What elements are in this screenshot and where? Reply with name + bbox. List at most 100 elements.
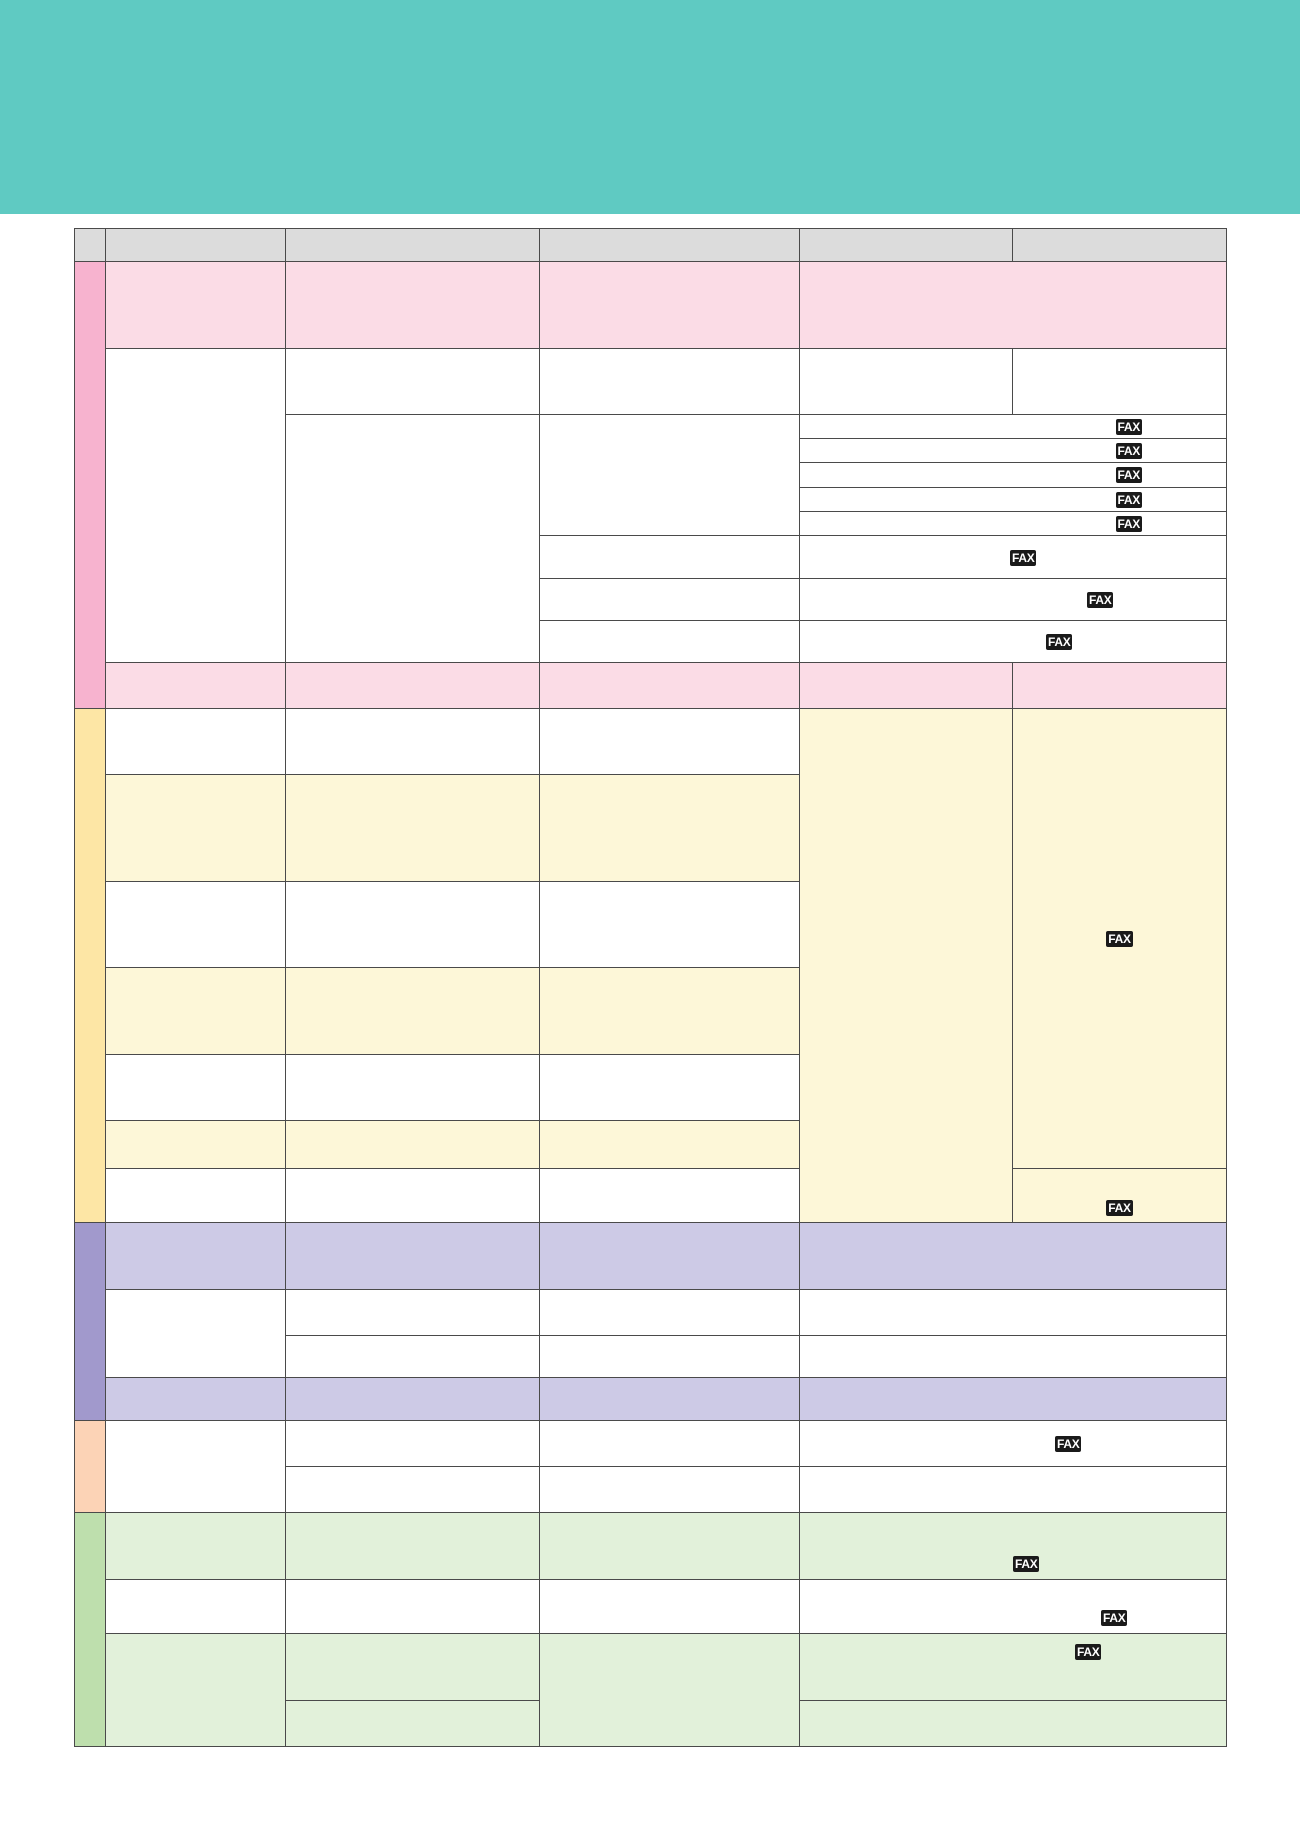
table-cell xyxy=(105,348,286,663)
table-cell xyxy=(799,261,1227,349)
table-cell xyxy=(539,708,800,775)
fax-badge-icon: FAX xyxy=(1106,930,1133,947)
table-cell xyxy=(799,348,1013,415)
fax-badge-icon: FAX xyxy=(1115,491,1142,508)
table-cell xyxy=(799,1222,1227,1290)
table-cell xyxy=(539,578,800,621)
table-cell xyxy=(539,881,800,968)
table-cell xyxy=(74,1420,106,1513)
table-cell xyxy=(285,1120,540,1169)
table-cell: FAX xyxy=(799,1579,1227,1634)
table-cell xyxy=(539,620,800,663)
table-cell xyxy=(539,414,800,536)
table-cell xyxy=(105,261,286,349)
table-cell xyxy=(74,228,106,262)
fax-badge-icon: FAX xyxy=(1101,1610,1128,1626)
fax-badge-icon: FAX xyxy=(1046,634,1073,650)
header-banner xyxy=(0,0,1300,214)
table-cell xyxy=(285,1222,540,1290)
fax-badge-icon: FAX xyxy=(1075,1644,1102,1660)
table-cell xyxy=(74,708,106,1223)
fax-badge-icon: FAX xyxy=(1106,1200,1133,1216)
table-cell xyxy=(539,1120,800,1169)
table-cell xyxy=(105,967,286,1055)
table-cell xyxy=(285,1168,540,1223)
table-cell xyxy=(539,1168,800,1223)
table-cell xyxy=(285,261,540,349)
table-cell xyxy=(105,1420,286,1513)
table-cell xyxy=(799,1335,1227,1378)
table-cell xyxy=(285,662,540,709)
table-cell xyxy=(539,228,800,262)
table-cell xyxy=(105,662,286,709)
table-cell xyxy=(74,1222,106,1421)
fax-badge-icon: FAX xyxy=(1055,1436,1082,1452)
table-cell: FAX xyxy=(799,620,1227,663)
table-cell xyxy=(285,1377,540,1421)
table-cell: FAX xyxy=(799,535,1227,579)
table-cell xyxy=(539,348,800,415)
table-cell xyxy=(105,228,286,262)
table-cell xyxy=(74,261,106,709)
table-cell xyxy=(539,1289,800,1336)
table-cell xyxy=(799,1700,1227,1747)
table-cell: FAX xyxy=(799,1420,1227,1467)
table-cell xyxy=(539,1633,800,1747)
fax-badge-icon: FAX xyxy=(1087,592,1114,608)
table-cell xyxy=(539,261,800,349)
table-cell: FAX xyxy=(799,414,1227,439)
table-cell xyxy=(105,1222,286,1290)
table-cell xyxy=(285,1335,540,1378)
table-cell xyxy=(539,774,800,882)
table-cell xyxy=(105,708,286,775)
table-cell xyxy=(285,414,540,663)
table-cell xyxy=(539,1420,800,1467)
table-cell: FAX xyxy=(799,511,1227,536)
fax-badge-icon: FAX xyxy=(1115,442,1142,459)
table-cell xyxy=(1012,662,1227,709)
table-cell xyxy=(74,1512,106,1747)
table-cell xyxy=(105,1377,286,1421)
table-cell xyxy=(285,1579,540,1634)
fax-badge-icon: FAX xyxy=(1010,549,1037,566)
table-cell xyxy=(105,1054,286,1121)
table-cell xyxy=(799,228,1013,262)
table-cell xyxy=(799,662,1013,709)
table-cell xyxy=(1012,348,1227,415)
table-cell: FAX xyxy=(799,1512,1227,1580)
table-cell xyxy=(285,1420,540,1467)
table-cell xyxy=(105,1168,286,1223)
fax-badge-icon: FAX xyxy=(1115,515,1142,532)
table-cell xyxy=(285,1633,540,1701)
table-cell xyxy=(105,1633,286,1747)
table-cell xyxy=(539,662,800,709)
table-cell xyxy=(285,1054,540,1121)
table-cell xyxy=(539,1377,800,1421)
fax-badge-icon: FAX xyxy=(1115,467,1142,483)
table-cell xyxy=(285,1289,540,1336)
table-cell xyxy=(539,1222,800,1290)
fax-badge-icon: FAX xyxy=(1013,1556,1040,1572)
table-cell xyxy=(105,1120,286,1169)
table-cell xyxy=(285,348,540,415)
table-cell xyxy=(105,881,286,968)
fax-badge-icon: FAX xyxy=(1115,418,1142,435)
table-cell xyxy=(539,1466,800,1513)
table-cell xyxy=(285,228,540,262)
table-cell xyxy=(539,1579,800,1634)
table-cell xyxy=(285,1512,540,1580)
table-cell xyxy=(539,535,800,579)
table-cell xyxy=(105,1579,286,1634)
table-cell: FAX xyxy=(799,438,1227,463)
table-cell xyxy=(285,967,540,1055)
table-cell xyxy=(799,1289,1227,1336)
table-cell xyxy=(799,1466,1227,1513)
table-cell xyxy=(539,967,800,1055)
table-cell xyxy=(285,1466,540,1513)
table-cell xyxy=(105,774,286,882)
table-cell xyxy=(285,881,540,968)
table-cell: FAX xyxy=(799,462,1227,488)
table-cell: FAX xyxy=(799,578,1227,621)
table-cell xyxy=(799,1377,1227,1421)
